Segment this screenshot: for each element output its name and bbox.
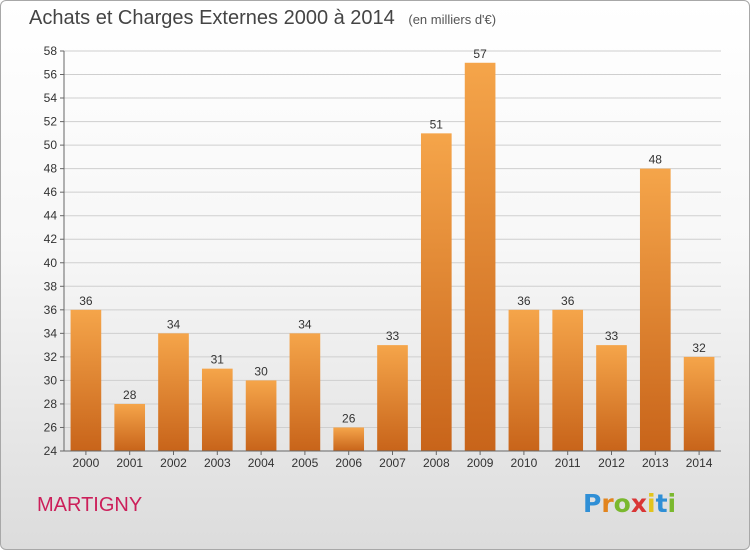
y-tick-label: 28 — [44, 397, 58, 411]
y-tick-label: 56 — [44, 68, 58, 82]
x-tick-label: 2002 — [160, 456, 187, 470]
data-label: 28 — [123, 388, 137, 402]
bar — [158, 333, 189, 451]
y-tick-label: 24 — [44, 444, 58, 458]
y-tick-label: 44 — [44, 209, 58, 223]
x-tick-label: 2005 — [292, 456, 319, 470]
x-tick-label: 2001 — [116, 456, 143, 470]
x-tick-label: 2011 — [555, 456, 581, 470]
logo-letter: t — [655, 489, 668, 518]
logo-letter: i — [667, 489, 677, 518]
bar — [70, 309, 102, 451]
y-tick-label: 52 — [44, 115, 58, 129]
data-label: 33 — [386, 329, 400, 343]
y-tick-label: 54 — [44, 91, 58, 105]
y-axis-ticks: 24 26 28 30 32 34 36 38 40 42 44 46 48 50 52 54 56 58 — [44, 44, 64, 458]
logo-letter: P — [583, 489, 602, 518]
x-tick-label: 2007 — [379, 456, 406, 470]
chart-title-text: Achats et Charges Externes 2000 à 2014 — [29, 7, 395, 29]
data-labels: 36 28 34 31 30 34 26 33 51 57 36 36 33 48 32 — [79, 47, 706, 426]
y-tick-label: 42 — [44, 232, 58, 246]
data-label: 51 — [430, 117, 444, 131]
x-tick-label: 2010 — [511, 456, 538, 470]
x-axis-ticks: 2000 2001 2002 2003 2004 2005 2006 2007 2008 2009… — [73, 451, 713, 470]
y-tick-label: 48 — [44, 162, 58, 176]
data-label: 36 — [517, 294, 531, 308]
axes — [63, 51, 721, 452]
bar — [464, 62, 496, 451]
city-name: MARTIGNY — [37, 494, 143, 516]
chart-unit: (en milliers d'€) — [408, 12, 497, 27]
bar — [245, 380, 277, 451]
data-label: 33 — [605, 329, 619, 343]
chart-title: Achats et Charges Externes 2000 à 2014 (… — [29, 7, 496, 30]
y-tick-label: 32 — [44, 350, 58, 364]
bar — [552, 309, 584, 451]
bar — [596, 345, 627, 451]
y-tick-label: 38 — [44, 279, 58, 293]
data-label: 32 — [692, 341, 706, 355]
y-tick-label: 26 — [44, 420, 58, 434]
logo-letter: r — [601, 489, 614, 518]
y-tick-label: 58 — [44, 44, 58, 58]
bars — [70, 62, 715, 451]
x-tick-label: 2004 — [248, 456, 275, 470]
x-tick-label: 2014 — [686, 456, 713, 470]
y-tick-label: 36 — [44, 303, 58, 317]
y-tick-label: 46 — [44, 185, 58, 199]
x-tick-label: 2013 — [642, 456, 669, 470]
bar — [508, 309, 540, 451]
x-tick-label: 2009 — [467, 456, 494, 470]
data-label: 34 — [298, 317, 312, 331]
y-tick-label: 50 — [44, 138, 58, 152]
data-label: 26 — [342, 411, 356, 425]
bar — [333, 427, 365, 451]
data-label: 30 — [254, 364, 268, 378]
data-label: 57 — [473, 47, 487, 61]
data-label: 48 — [649, 153, 663, 167]
data-label: 31 — [211, 353, 225, 367]
x-tick-label: 2012 — [598, 456, 625, 470]
proxiti-logo: Proxiti — [583, 489, 676, 518]
y-tick-label: 34 — [44, 326, 58, 340]
bar — [639, 168, 671, 451]
x-tick-label: 2003 — [204, 456, 231, 470]
x-tick-label: 2008 — [423, 456, 450, 470]
data-label: 36 — [79, 294, 93, 308]
bar — [114, 403, 146, 451]
y-tick-label: 30 — [44, 373, 58, 387]
logo-letter: o — [613, 489, 631, 518]
x-tick-label: 2006 — [335, 456, 362, 470]
data-label: 34 — [167, 317, 181, 331]
y-tick-label: 40 — [44, 256, 58, 270]
data-label: 36 — [561, 294, 575, 308]
bar — [683, 356, 715, 451]
logo-letter: x — [630, 489, 647, 518]
bar — [201, 368, 233, 451]
bar — [377, 345, 408, 451]
x-tick-label: 2000 — [73, 456, 100, 470]
bar — [289, 333, 321, 451]
bar — [420, 133, 452, 451]
logo-letter: i — [647, 489, 656, 518]
